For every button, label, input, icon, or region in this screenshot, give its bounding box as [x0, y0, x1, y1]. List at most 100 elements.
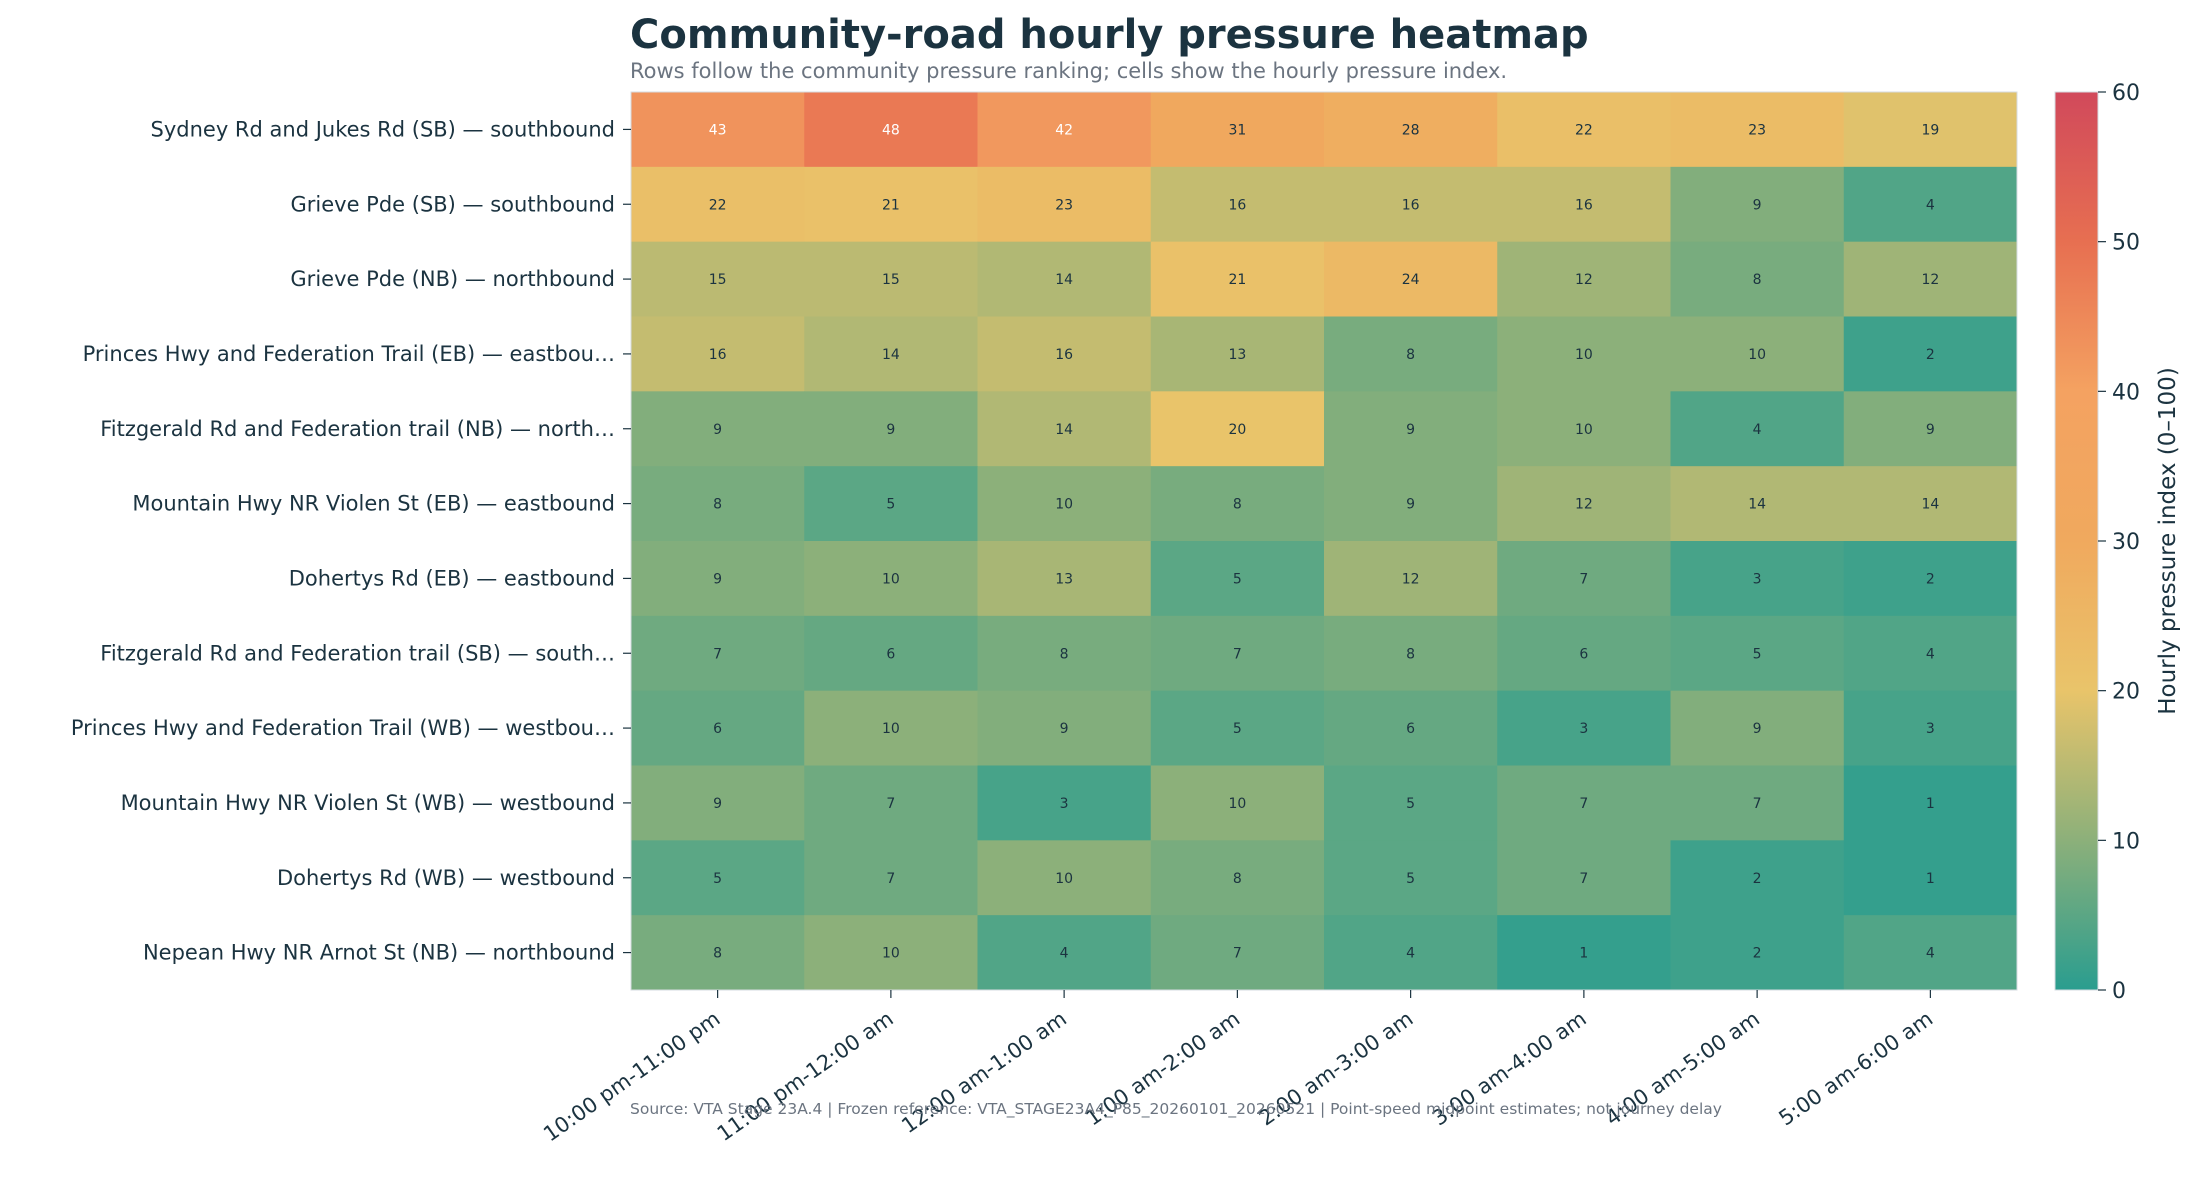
cell-value-label: 6	[886, 646, 895, 662]
heatmap-cell	[977, 466, 1152, 542]
heatmap-cell	[631, 541, 805, 617]
heatmap-cell	[1150, 840, 1325, 916]
cell-value-label: 6	[713, 721, 722, 737]
heatmap-cell	[1497, 92, 1671, 168]
cell-value-label: 14	[1055, 422, 1073, 438]
cell-value-label: 14	[1921, 497, 1939, 513]
cell-value-label: 12	[1921, 272, 1939, 288]
cell-value-label: 1	[1926, 796, 1935, 812]
cell-value-label: 4	[1406, 946, 1415, 962]
heatmap-cell	[631, 466, 805, 542]
cell-value-label: 10	[1055, 497, 1073, 513]
heatmap-cell	[631, 92, 805, 168]
heatmap-cell	[631, 840, 805, 916]
heatmap-cell	[1324, 615, 1498, 692]
heatmap-cell	[1843, 765, 2018, 841]
cell-value-label: 23	[1748, 122, 1766, 138]
row-label: Princes Hwy and Federation Trail (EB) — …	[83, 342, 615, 366]
heatmap-cell	[977, 166, 1152, 243]
cell-value-label: 5	[1406, 871, 1415, 887]
cell-value-label: 23	[1055, 197, 1073, 213]
cell-value-label: 9	[1753, 721, 1762, 737]
cell-value-label: 5	[1753, 646, 1762, 662]
colorbar-tick-label: 20	[2112, 680, 2140, 705]
heatmap-cell	[1150, 765, 1325, 841]
heatmap-cell	[1324, 166, 1498, 243]
cell-value-label: 16	[1575, 197, 1593, 213]
heatmap-cell	[1843, 840, 2018, 916]
cell-value-label: 12	[1402, 571, 1420, 587]
heatmap-cell	[1670, 466, 1845, 542]
cell-value-label: 9	[713, 422, 722, 438]
heatmap-cell	[1324, 690, 1498, 766]
heatmap-cell	[1497, 915, 1671, 991]
colorbar-gradient	[2054, 91, 2099, 991]
cell-value-label: 8	[1406, 347, 1415, 363]
heatmap-cell	[977, 541, 1152, 617]
cell-value-label: 10	[882, 571, 900, 587]
heatmap-cell	[1843, 316, 2018, 392]
heatmap-cell	[1670, 690, 1845, 766]
cell-value-label: 8	[1233, 871, 1242, 887]
heatmap-cell	[1497, 241, 1671, 317]
heatmap-cell	[804, 915, 978, 991]
cell-value-label: 7	[1233, 646, 1242, 662]
heatmap-cell	[1497, 166, 1671, 243]
cell-value-label: 22	[1575, 122, 1593, 138]
heatmap-cell	[631, 241, 805, 317]
heatmap-cell	[1497, 765, 1671, 841]
row-label: Nepean Hwy NR Arnot St (NB) — northbound	[143, 941, 615, 965]
heatmap-cell	[1670, 316, 1845, 392]
cell-value-label: 8	[1060, 646, 1069, 662]
cell-value-label: 9	[1753, 197, 1762, 213]
cell-value-label: 2	[1753, 946, 1762, 962]
cell-value-label: 9	[713, 571, 722, 587]
heatmap-cell	[631, 391, 805, 467]
cell-value-label: 7	[1579, 796, 1588, 812]
colorbar-tick-label: 50	[2112, 231, 2140, 256]
heatmap-cell	[1324, 840, 1498, 916]
cell-value-label: 28	[1402, 122, 1420, 138]
cell-value-label: 15	[882, 272, 900, 288]
heatmap-cell	[1497, 466, 1671, 542]
cell-value-label: 10	[882, 946, 900, 962]
cell-value-label: 2	[1926, 571, 1935, 587]
cell-value-label: 7	[1753, 796, 1762, 812]
heatmap-cell	[1324, 391, 1498, 467]
heatmap-cell	[1843, 615, 2018, 692]
heatmap-cell	[1843, 92, 2018, 168]
cell-value-label: 10	[882, 721, 900, 737]
heatmap-cell	[1150, 92, 1325, 168]
heatmap-cell	[1150, 690, 1325, 766]
row-label: Fitzgerald Rd and Federation trail (SB) …	[100, 641, 615, 665]
chart-title: Community-road hourly pressure heatmap	[630, 12, 1589, 58]
cell-value-label: 4	[1060, 946, 1069, 962]
cell-value-label: 7	[1579, 571, 1588, 587]
cell-value-label: 9	[1406, 422, 1415, 438]
heatmap-cell	[977, 765, 1152, 841]
heatmap-cell	[1670, 915, 1845, 991]
cell-value-label: 16	[1228, 197, 1246, 213]
cell-value-label: 10	[1055, 871, 1073, 887]
heatmap-cell	[1670, 92, 1845, 168]
heatmap-cell	[1497, 690, 1671, 766]
cell-value-label: 12	[1575, 497, 1593, 513]
heatmap-cell	[977, 915, 1152, 991]
cell-value-label: 22	[709, 197, 727, 213]
heatmap-cell	[631, 316, 805, 392]
cell-value-label: 48	[882, 122, 900, 138]
cell-value-label: 8	[1753, 272, 1762, 288]
cell-value-label: 1	[1579, 946, 1588, 962]
cell-value-label: 14	[1055, 272, 1073, 288]
heatmap-cell	[1150, 615, 1325, 692]
heatmap-cell	[1670, 241, 1845, 317]
cell-value-label: 3	[1753, 571, 1762, 587]
heatmap-cell	[631, 915, 805, 991]
cell-value-label: 10	[1575, 422, 1593, 438]
heatmap-cell	[1670, 840, 1845, 916]
heatmap-cell	[631, 166, 805, 243]
cell-value-label: 3	[1579, 721, 1588, 737]
heatmap-frame	[630, 91, 2018, 991]
cell-value-label: 5	[1406, 796, 1415, 812]
